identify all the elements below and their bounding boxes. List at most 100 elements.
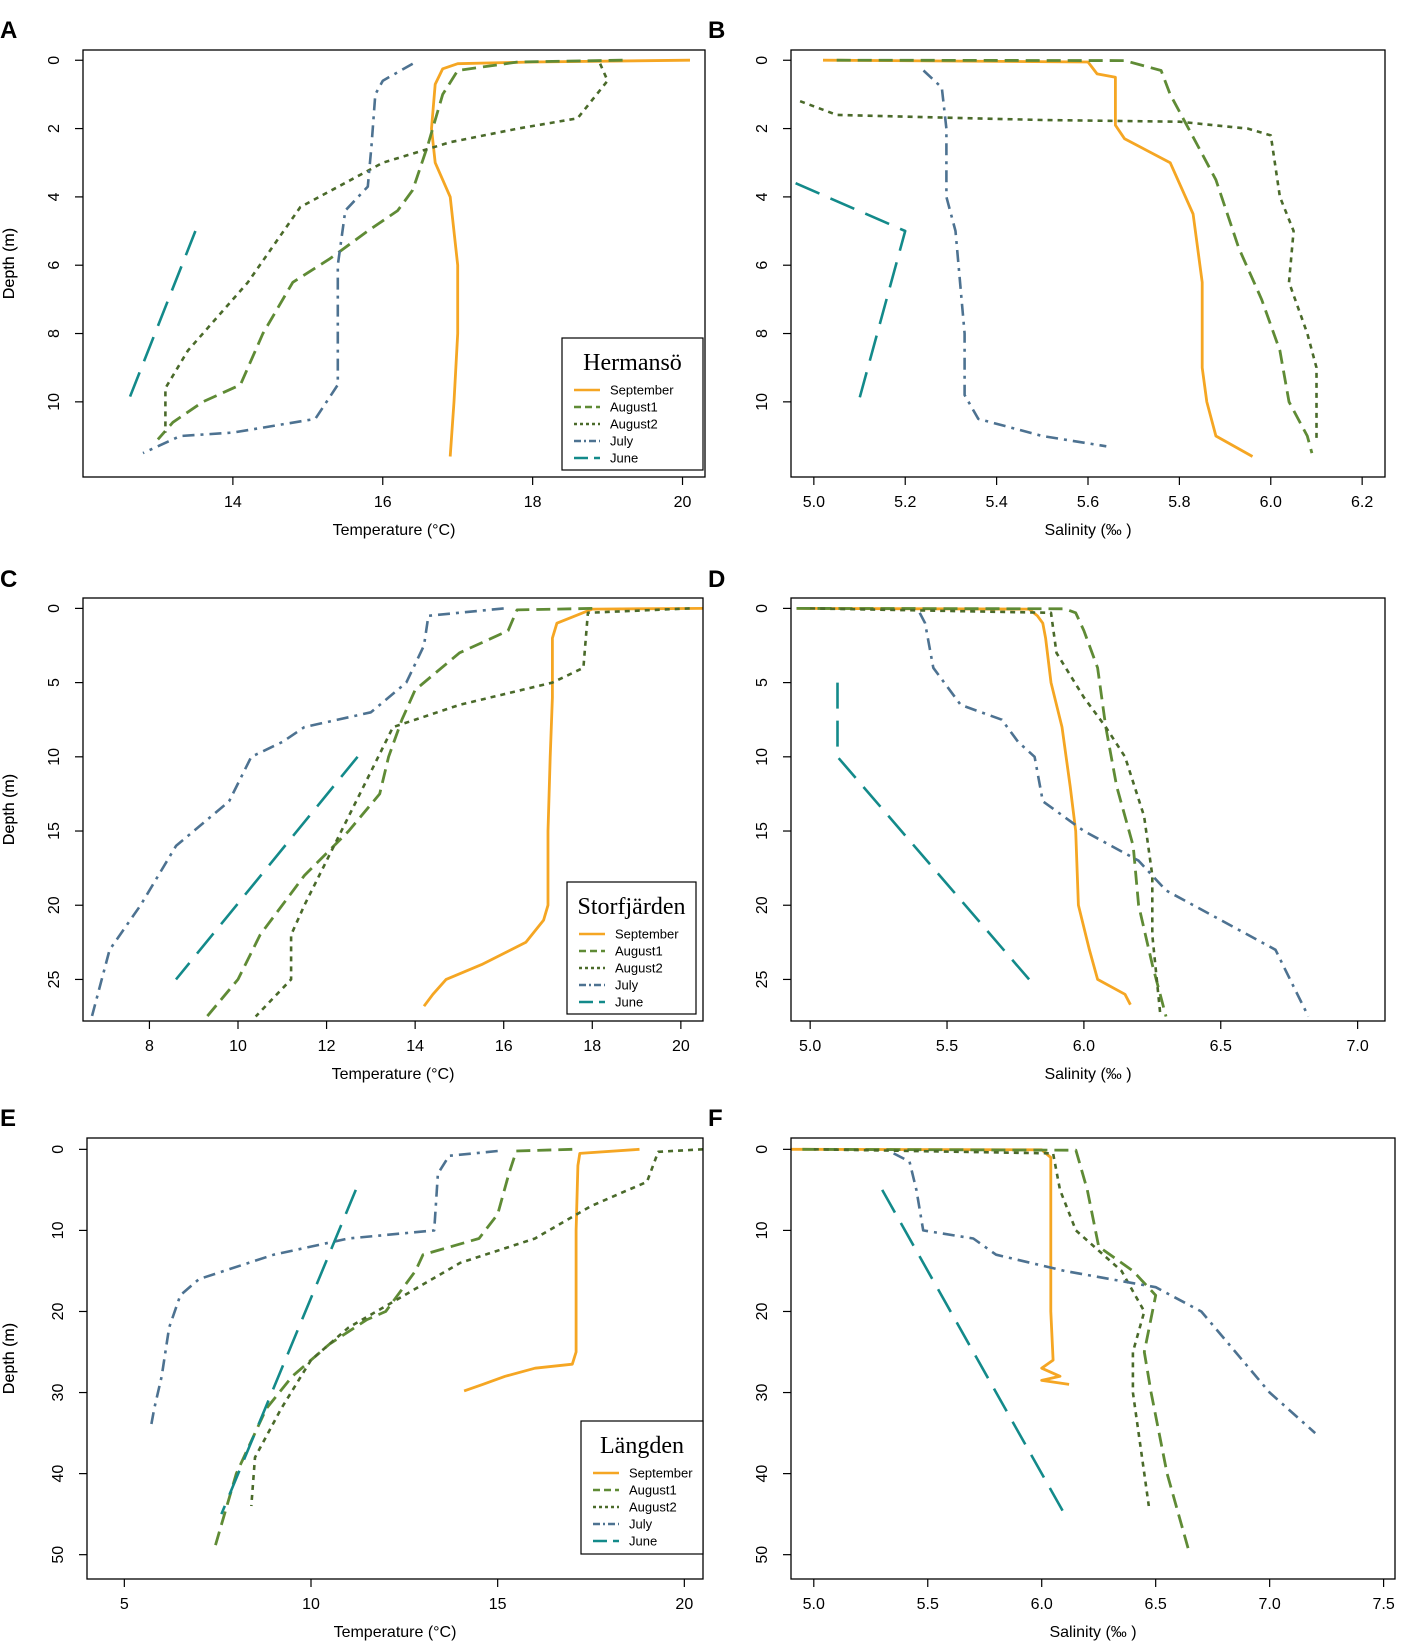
y-tick-label: 20: [754, 1302, 771, 1320]
series-line-august2: [799, 99, 1318, 440]
x-tick-label: 18: [524, 494, 542, 511]
y-tick-label: 4: [754, 192, 771, 201]
y-tick-label: 30: [50, 1384, 67, 1402]
series-line-september: [422, 607, 703, 1008]
x-tick-label: 6.0: [1260, 494, 1282, 511]
series-line-august1: [205, 607, 593, 1018]
x-tick-label: 5.5: [936, 1038, 958, 1055]
y-tick-label: 8: [46, 329, 63, 338]
series-line-july: [922, 69, 1107, 448]
series-line-august2: [254, 607, 690, 1018]
legend-entry-september: September: [610, 383, 674, 398]
x-axis-title: Salinity (‰ ): [1044, 522, 1131, 539]
x-axis-title: Temperature (°C): [334, 1624, 457, 1641]
x-axis-title: Salinity (‰ ): [1049, 1624, 1136, 1641]
panel-D: D 5.0 5.5 6.0 6.5 7.0 0 5 10 15 20 25 Salinity (‰ ) D…: [1, 566, 1386, 1083]
y-tick-label: 10: [46, 393, 63, 411]
legend-entry-july: July: [629, 1517, 653, 1532]
series-line-august1: [796, 607, 1168, 1017]
series-line-august2: [813, 1148, 1151, 1507]
legend-title: Hermansö: [583, 350, 682, 376]
x-tick-label: 5.0: [799, 1038, 821, 1055]
x-tick-label: 7.0: [1259, 1596, 1281, 1613]
series-line-august1: [156, 58, 623, 441]
legend-entry-august1: August1: [629, 1483, 677, 1498]
x-tick-label: 7.0: [1347, 1038, 1369, 1055]
legend-entry-august2: August2: [610, 417, 658, 432]
legend-entry-september: September: [615, 927, 679, 942]
y-tick-label: 40: [754, 1465, 771, 1483]
series-group: [795, 58, 1318, 458]
y-tick-label: 10: [754, 748, 771, 766]
series-line-june: [795, 182, 907, 399]
plot-frame: [790, 597, 1386, 1022]
series-line-august2: [810, 607, 1162, 1017]
x-tick-label: 5.0: [803, 494, 825, 511]
x-tick-label: 7.5: [1372, 1596, 1394, 1613]
y-axis-title: Depth (m): [1, 774, 18, 845]
legend-entry-june: June: [615, 995, 643, 1010]
x-tick-label: 6.5: [1145, 1596, 1167, 1613]
x-tick-label: 6.0: [1031, 1596, 1053, 1613]
series-line-july: [142, 62, 414, 455]
y-tick-label: 0: [50, 1145, 67, 1154]
y-axis-title: Depth (m): [1, 228, 18, 299]
y-tick-label: 2: [754, 124, 771, 133]
y-tick-label: 10: [754, 393, 771, 411]
series-line-september: [463, 1147, 640, 1393]
series-line-august1: [212, 1147, 573, 1551]
legend-box: [566, 881, 697, 1015]
panel-letter-E: E: [0, 1105, 16, 1132]
panel-letter-C: C: [0, 566, 17, 593]
y-axis-title: Depth (m): [1, 774, 18, 845]
series-line-june: [220, 1189, 358, 1515]
y-tick-label: 15: [754, 822, 771, 840]
y-tick-label: 5: [46, 678, 63, 687]
x-tick-label: 20: [675, 1596, 693, 1613]
series-line-june: [836, 682, 1031, 981]
y-tick-label: 0: [46, 56, 63, 65]
y-tick-label: 50: [754, 1546, 771, 1564]
panel-B: B 5.0 5.2 5.4 5.6 5.8 6.0 6.2 0 2 4 6 8 10 Salinity (‰…: [1, 17, 1386, 539]
x-tick-label: 5: [120, 1596, 129, 1613]
y-tick-label: 10: [50, 1221, 67, 1239]
x-tick-label: 5.6: [1077, 494, 1099, 511]
legend-entry-july: July: [615, 978, 639, 993]
legend-entry-august1: August1: [615, 944, 663, 959]
y-tick-label: 5: [754, 678, 771, 687]
plot-frame: [82, 597, 704, 1022]
panel-C: C 8 10 12 14 16 18 20 0 5 10 15 20 25 Temperature (°C)…: [0, 566, 704, 1083]
legend-entry-june: June: [629, 1534, 657, 1549]
y-axis-title: Depth (m): [1, 1323, 18, 1394]
y-axis-title: Depth (m): [1, 1323, 18, 1394]
series-line-august2: [164, 63, 609, 433]
panel-letter-D: D: [708, 566, 725, 593]
series-line-july: [90, 607, 504, 1017]
y-tick-label: 4: [46, 192, 63, 201]
series-line-august2: [250, 1148, 703, 1507]
y-tick-label: 0: [754, 56, 771, 65]
series-line-july: [918, 612, 1310, 1018]
series-line-august1: [836, 58, 1314, 454]
plot-frame: [86, 1137, 704, 1580]
series-line-september: [430, 58, 691, 457]
y-tick-label: 10: [46, 748, 63, 766]
plot-frame: [82, 49, 706, 478]
panel-A: A 14 16 18 20 0 2 4 6 8 10 Temperature (°C) Depth (m…: [0, 17, 706, 539]
x-axis-title: Temperature (°C): [332, 1066, 455, 1083]
x-tick-label: 20: [672, 1038, 690, 1055]
x-tick-label: 12: [318, 1038, 336, 1055]
legend-box: [580, 1420, 704, 1555]
legend-title: Längden: [600, 1433, 684, 1459]
series-line-july: [893, 1152, 1317, 1435]
x-axis-title: Salinity (‰ ): [1044, 1066, 1131, 1083]
y-tick-label: 30: [754, 1384, 771, 1402]
y-tick-label: 2: [46, 124, 63, 133]
series-group: [126, 58, 691, 457]
series-line-september: [791, 1147, 1070, 1386]
series-group: [796, 607, 1310, 1018]
x-tick-label: 20: [674, 494, 692, 511]
legend-entry-june: June: [610, 451, 638, 466]
series-line-june: [174, 755, 359, 981]
